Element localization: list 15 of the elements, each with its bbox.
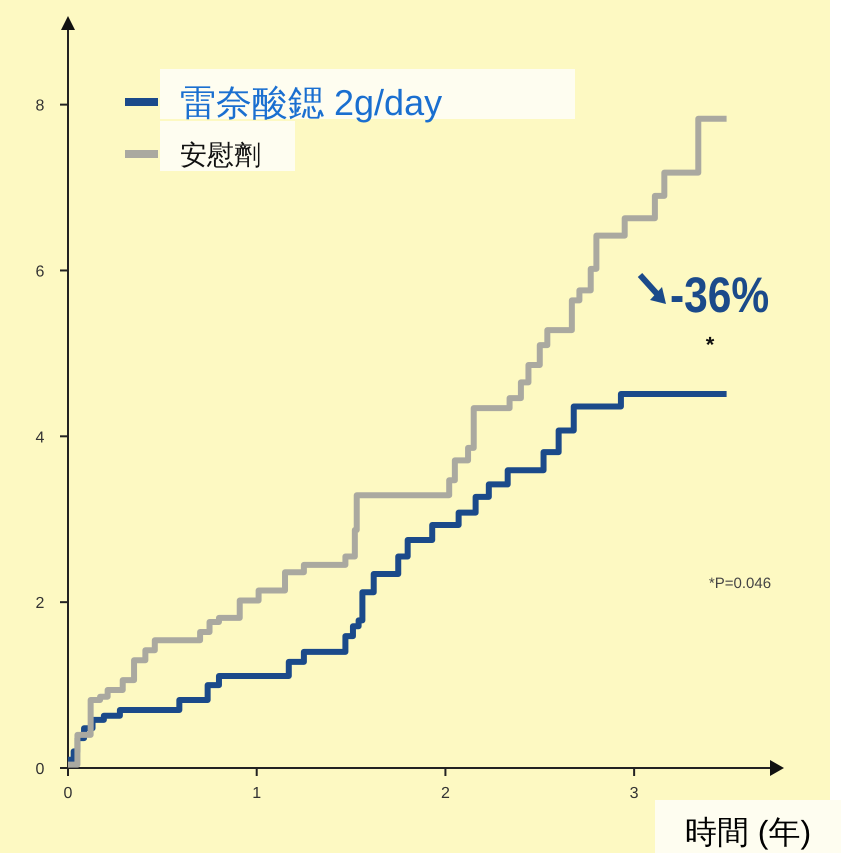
- y-tick-label: 4: [36, 429, 45, 446]
- x-tick-label: 1: [252, 785, 262, 802]
- legend-label: 雷奈酸鍶 2g/day: [180, 82, 442, 123]
- x-tick-label: 0: [64, 785, 73, 802]
- annotation: *: [706, 332, 715, 357]
- x-tick-label: 3: [630, 785, 639, 802]
- y-tick-label: 8: [36, 98, 45, 115]
- annotation: *P=0.046: [708, 575, 772, 592]
- x-axis-title: 時間 (年): [684, 814, 812, 850]
- y-tick-label: 0: [36, 761, 45, 778]
- x-tick-label: 2: [440, 785, 450, 802]
- annotation: -36%: [670, 266, 770, 323]
- y-tick-label: 2: [36, 595, 45, 612]
- y-tick-label: 6: [36, 263, 45, 280]
- legend-label: 安慰劑: [180, 140, 261, 170]
